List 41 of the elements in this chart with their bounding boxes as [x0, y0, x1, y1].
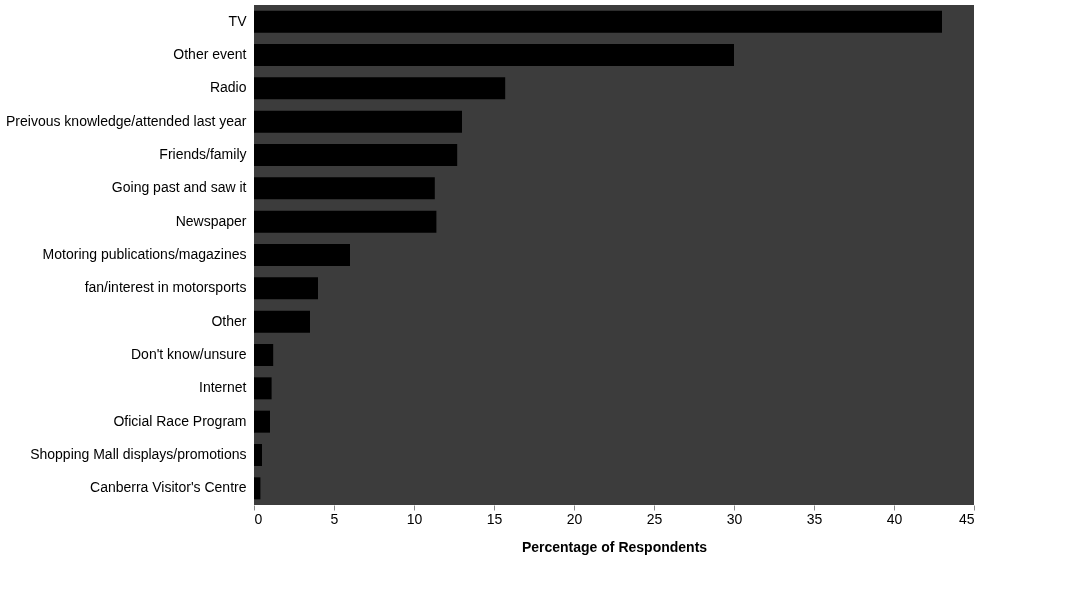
y-tick-label: Shopping Mall displays/promotions [30, 446, 247, 462]
x-tick-label: 20 [566, 510, 583, 527]
bar [254, 377, 272, 400]
y-tick-label: Preivous knowledge/attended last year [6, 112, 247, 129]
x-tick-label: 30 [726, 510, 743, 527]
y-tick-label: TV [228, 12, 248, 29]
y-tick-label: Other event [173, 46, 247, 62]
x-tick-label: 45 [958, 510, 975, 527]
bar [254, 244, 350, 266]
x-tick-label: 10 [406, 510, 423, 527]
y-tick-label: Internet [199, 379, 247, 396]
y-tick-label: Don't know/unsure [130, 346, 247, 362]
y-tick-label: Canberra Visitor's Centre [90, 479, 247, 496]
x-tick-label: 40 [886, 510, 903, 527]
y-tick-label: Other [211, 312, 247, 329]
x-tick-label: 15 [486, 510, 503, 527]
bar [254, 444, 262, 466]
y-tick-label: Oficial Race Program [113, 412, 247, 429]
bar [254, 310, 310, 333]
bar [254, 144, 458, 166]
x-tick-label: 0 [254, 510, 263, 527]
bar [254, 177, 435, 200]
x-tick-label: 35 [806, 510, 823, 527]
bar [254, 77, 506, 100]
y-tick-label: Radio [209, 79, 247, 96]
y-tick-label: Friends/family [159, 146, 247, 162]
x-tick-label: 5 [330, 510, 339, 527]
bar [254, 477, 261, 500]
bar [254, 344, 274, 366]
bar [254, 277, 318, 300]
bar [254, 210, 437, 233]
y-tick-label: Newspaper [175, 212, 247, 229]
y-tick-label: Motoring publications/magazines [42, 246, 247, 262]
bar [254, 110, 462, 133]
bar [254, 10, 942, 33]
y-tick-label: Going past and saw it [111, 179, 247, 196]
bar [254, 410, 270, 433]
bar [254, 44, 734, 66]
y-tick-label: fan/interest in motorsports [84, 279, 247, 296]
x-tick-label: 25 [646, 510, 663, 527]
x-axis-title: Percentage of Respondents [521, 538, 708, 555]
